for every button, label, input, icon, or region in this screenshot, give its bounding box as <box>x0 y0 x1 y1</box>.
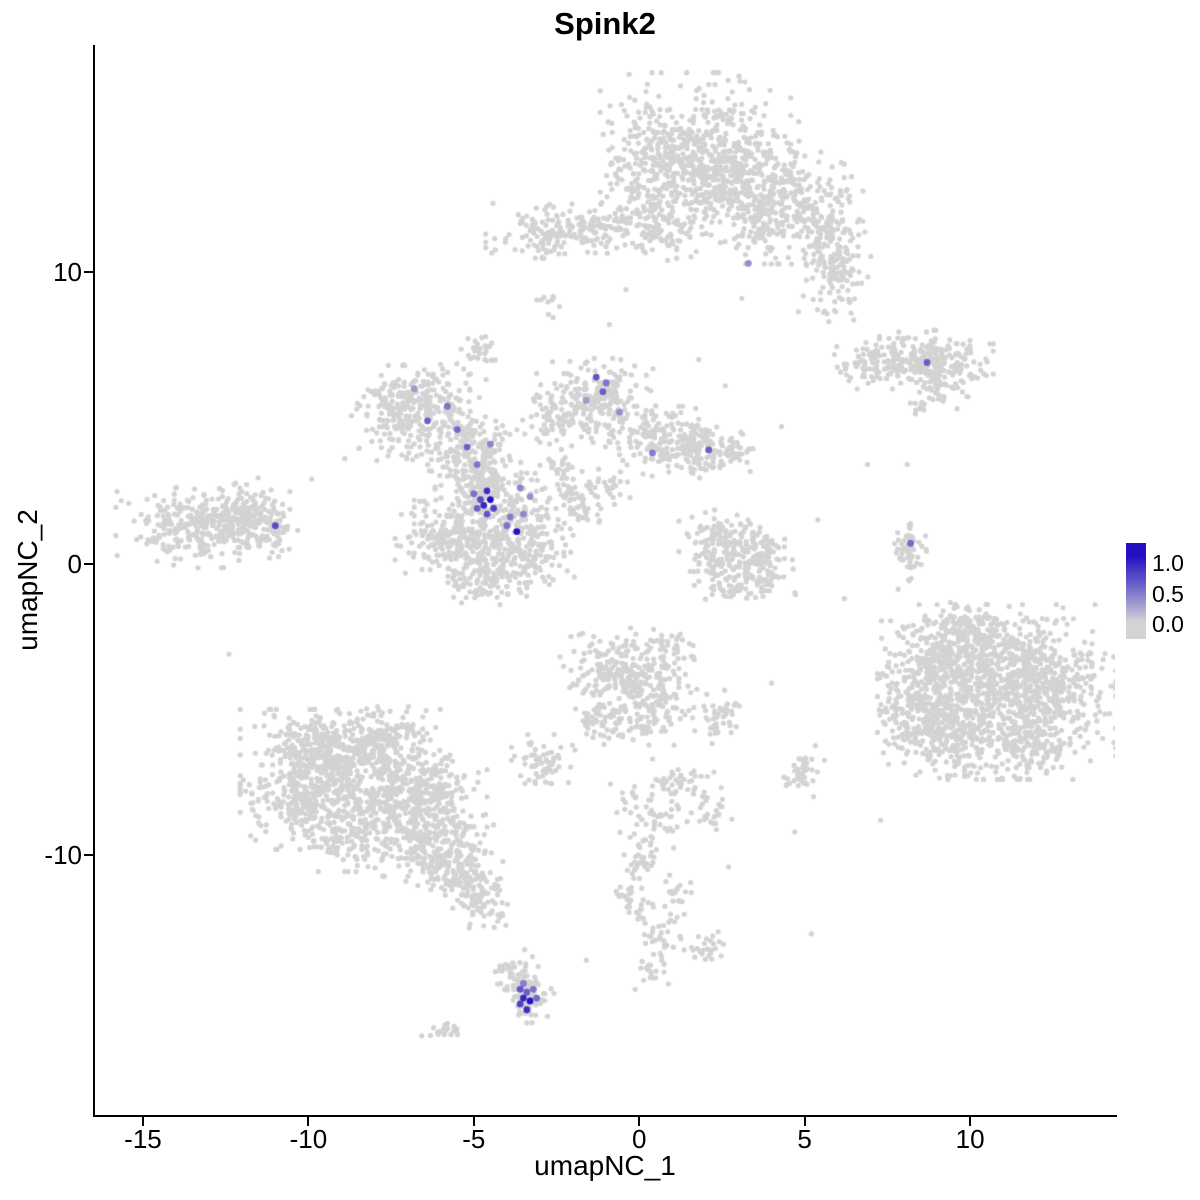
x-tick-label: -15 <box>124 1124 162 1154</box>
x-tick-mark <box>638 1117 641 1126</box>
x-axis-line <box>93 1115 1117 1117</box>
x-tick-label: -5 <box>462 1124 486 1154</box>
legend-label-low: 0.0 <box>1152 611 1184 637</box>
x-tick-mark <box>803 1117 806 1126</box>
legend: 1.0 0.5 0.0 <box>1120 540 1200 650</box>
legend-label-high: 1.0 <box>1152 550 1184 576</box>
y-axis-label: umapNC_2 <box>12 509 43 651</box>
y-tick-mark <box>84 854 93 857</box>
y-tick-label: 10 <box>53 257 82 288</box>
x-tick-label: 5 <box>797 1124 812 1154</box>
x-axis-label: umapNC_1 <box>534 1150 676 1181</box>
y-tick-label: 0 <box>67 548 82 579</box>
x-tick-mark <box>141 1117 144 1126</box>
scatter-canvas <box>95 45 1115 1115</box>
x-tick-mark <box>472 1117 475 1126</box>
y-tick-label: -10 <box>44 840 82 871</box>
x-tick-mark <box>969 1117 972 1126</box>
x-tick-label: 10 <box>955 1124 985 1154</box>
y-tick-mark <box>84 271 93 274</box>
x-tick-label: -10 <box>289 1124 328 1154</box>
legend-label-mid: 0.5 <box>1152 581 1184 607</box>
y-tick-mark <box>84 562 93 565</box>
y-axis-line <box>93 45 95 1117</box>
plot-title: Spink2 <box>554 6 656 41</box>
x-tick-label: 0 <box>632 1124 647 1154</box>
legend-gradient-bar <box>1126 543 1146 639</box>
x-tick-mark <box>307 1117 310 1126</box>
